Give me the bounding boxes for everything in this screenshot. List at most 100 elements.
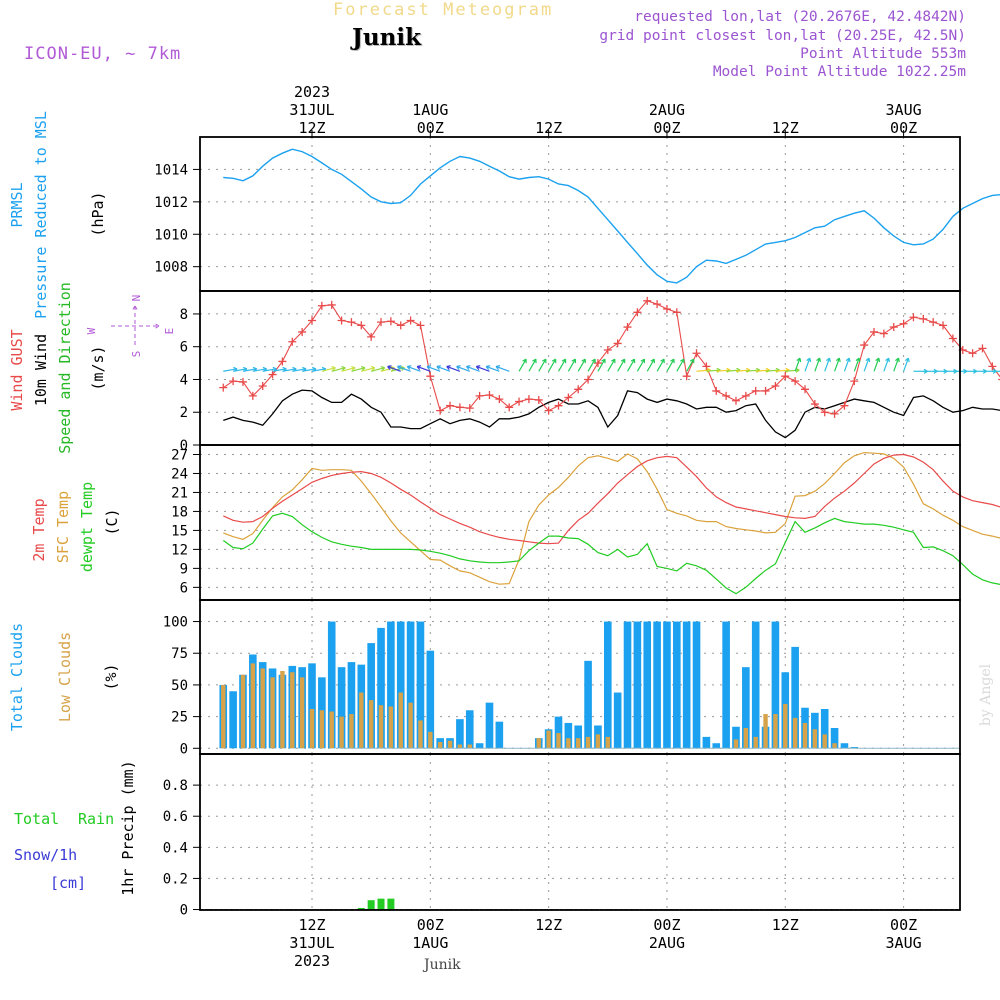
rain-bar xyxy=(357,907,365,910)
total-cloud-bar xyxy=(613,692,622,749)
wind-arrow-head xyxy=(341,365,346,371)
wind-direction-arrow xyxy=(794,357,802,372)
wind-direction-arrow xyxy=(557,358,567,372)
wind-arrow-head xyxy=(689,358,695,364)
pressure-label-prmsl: PRMSL xyxy=(8,182,26,227)
wind-gust-point xyxy=(899,319,908,328)
wind-direction-arrow xyxy=(686,358,695,372)
low-cloud-bar xyxy=(753,736,758,749)
wind-arrow-shaft xyxy=(903,357,909,372)
wind-direction-arrow xyxy=(577,358,586,372)
wind-arrow-head xyxy=(806,357,812,363)
wind-arrow-head xyxy=(581,358,586,364)
wind-arrow-shaft xyxy=(407,365,421,372)
wind-gust-point xyxy=(317,301,326,310)
wind-direction-arrow xyxy=(416,365,431,372)
wind-arrow-head xyxy=(601,358,606,364)
wind-arrow-shaft xyxy=(341,367,356,372)
wind-arrow-shaft xyxy=(397,365,411,372)
wind-arrow-shaft xyxy=(548,358,557,372)
pressure-tick-label: 1010 xyxy=(154,227,188,243)
wind-arrow-head xyxy=(885,357,891,363)
wind-arrow-head xyxy=(855,357,861,363)
wind-gust-point xyxy=(948,334,957,343)
wind-arrow-shaft xyxy=(873,357,880,372)
clouds-tick-label: 75 xyxy=(171,646,188,662)
wind-direction-arrow xyxy=(396,365,411,372)
wind-direction-arrow xyxy=(406,365,421,372)
wind-gust-point xyxy=(288,337,297,346)
wind-arrow-shaft xyxy=(646,358,655,372)
precip-label-cm: [cm] xyxy=(50,874,86,892)
wind-arrow-head xyxy=(611,358,616,364)
low-cloud-bar xyxy=(329,711,334,749)
wind-arrow-shaft xyxy=(893,357,900,372)
chart-title: Forecast Meteogram xyxy=(333,0,554,20)
wind-arrow-head xyxy=(904,357,910,363)
wind-arrow-head xyxy=(680,358,685,364)
wind-direction-arrow xyxy=(321,365,336,372)
low-cloud-bar xyxy=(250,663,256,749)
wind-arrow-shaft xyxy=(824,357,831,372)
wind-direction-arrow xyxy=(992,370,1000,372)
precip-tick-label: 0 xyxy=(180,903,188,919)
low-cloud-bar xyxy=(605,736,610,749)
temp-label-2m: 2m Temp xyxy=(30,498,48,561)
wind-gust-point xyxy=(978,344,987,353)
wind-gust-point xyxy=(584,375,593,384)
low-cloud-bar xyxy=(418,720,423,749)
wind-arrow-shaft xyxy=(627,358,636,372)
wind-arrow-shaft xyxy=(863,357,870,372)
wind-direction-arrow xyxy=(656,358,665,372)
low-cloud-bar xyxy=(763,714,768,749)
total-cloud-bar xyxy=(367,643,375,749)
total-cloud-bar xyxy=(702,736,711,749)
wind-gust-point xyxy=(534,395,543,404)
wind-direction-arrow xyxy=(465,365,480,372)
wind-gust-point xyxy=(248,391,257,400)
wind-arrow-shaft xyxy=(686,358,695,372)
total-cloud-bar xyxy=(840,743,849,749)
total-cloud-bar xyxy=(406,621,415,749)
wind-arrow-shaft xyxy=(577,358,586,372)
wind-direction-arrow xyxy=(903,357,910,372)
wind-arrow-head xyxy=(620,358,626,364)
clouds-unit: (%) xyxy=(102,663,120,690)
wind-direction-arrow xyxy=(863,357,871,372)
total-cloud-bar xyxy=(308,663,316,749)
total-cloud-bar xyxy=(327,621,336,749)
total-cloud-bar xyxy=(564,722,573,749)
wind-direction-arrow xyxy=(834,357,841,372)
wind-direction-arrow xyxy=(341,365,356,372)
total-cloud-bar xyxy=(426,650,435,749)
total-cloud-bar xyxy=(791,646,799,749)
wind-direction-arrow xyxy=(331,365,346,372)
wind-gust-point xyxy=(672,308,681,317)
wind-gust-point xyxy=(781,372,790,381)
wind-direction-arrow xyxy=(567,358,577,372)
precip-tick-label: 0.6 xyxy=(163,809,188,825)
wind-gust-point xyxy=(939,321,948,330)
wind-arrow-shaft xyxy=(233,368,248,372)
wind-direction-arrow xyxy=(627,358,636,372)
wind-arrow-shaft xyxy=(735,369,750,372)
bottom-time-label: 00Z xyxy=(890,916,917,934)
wind-arrow-head xyxy=(865,357,871,363)
wind-gust-point xyxy=(416,321,425,330)
wind-arrow-shaft xyxy=(292,368,307,372)
wind-arrow-shaft xyxy=(223,368,238,372)
wind-gust-point xyxy=(337,316,346,325)
wind-arrow-shaft xyxy=(272,368,287,372)
wind-direction-arrow xyxy=(436,365,451,372)
location-title: Junik xyxy=(352,24,421,51)
compass-e: E xyxy=(163,328,176,335)
wind-direction-arrow xyxy=(883,357,891,372)
wind-gust-point xyxy=(722,391,731,400)
wind-arrow-shaft xyxy=(765,369,780,372)
wind-arrow-head xyxy=(551,358,557,364)
low-cloud-bar xyxy=(280,670,285,749)
low-cloud-bar xyxy=(812,729,818,749)
wind-arrow-shaft xyxy=(557,358,567,372)
top-time-label: 12Z xyxy=(298,119,325,137)
